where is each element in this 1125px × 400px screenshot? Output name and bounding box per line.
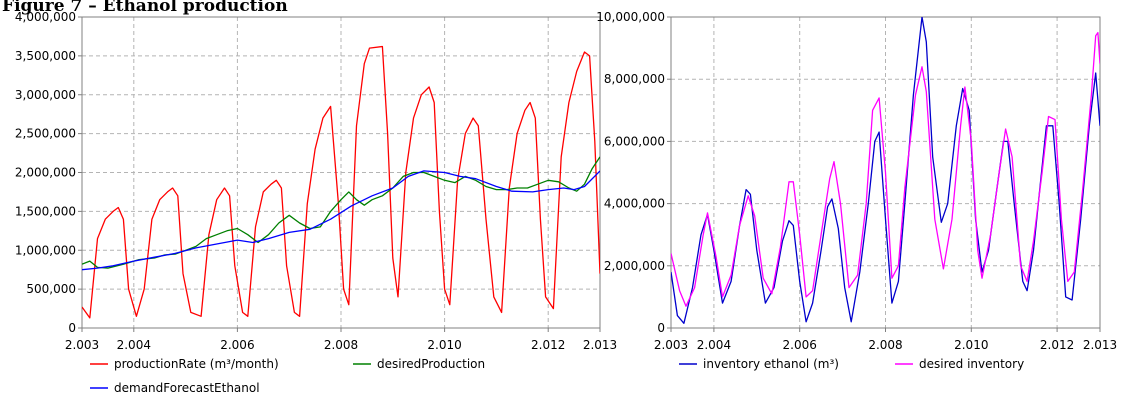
series-line-0 (82, 45, 600, 319)
series-line-2 (82, 170, 600, 271)
legend-label: desiredProduction (377, 357, 485, 371)
y-tick-label: 0 (68, 321, 76, 335)
series-group (671, 17, 1100, 324)
y-tick-label: 4,000,000 (604, 197, 665, 211)
x-tick-label: 2.006 (220, 338, 254, 352)
legend-label: desired inventory (919, 357, 1024, 371)
series-line-1 (671, 31, 1100, 307)
y-tick-label: 500,000 (26, 282, 76, 296)
x-tick-label: 2.006 (783, 338, 817, 352)
y-tick-label: 2,500,000 (15, 127, 76, 141)
y-tick-label: 1,000,000 (15, 243, 76, 257)
y-tick-label: 0 (657, 321, 665, 335)
x-tick-label: 2.004 (117, 338, 151, 352)
legend: productionRate (m³/month) desiredProducti… (90, 357, 485, 395)
x-tick-label: 2.013 (1083, 338, 1117, 352)
y-tick-label: 8,000,000 (604, 72, 665, 86)
legend-label: productionRate (m³/month) (114, 357, 279, 371)
x-tick-label: 2.012 (531, 338, 565, 352)
y-tick-label: 6,000,000 (604, 134, 665, 148)
y-tick-label: 4,000,000 (15, 10, 76, 24)
series-line-0 (671, 17, 1100, 324)
y-tick-label: 2,000,000 (15, 166, 76, 180)
gridlines (82, 17, 600, 328)
y-tick-label: 3,000,000 (15, 88, 76, 102)
x-tick-label: 2.010 (427, 338, 461, 352)
series-group (82, 45, 600, 319)
y-tick-label: 3,500,000 (15, 49, 76, 63)
inventory-chart: 0 2,000,000 4,000,000 6,000,000 8,000,000 10,… (596, 10, 1117, 371)
x-tick-label: 2.010 (954, 338, 988, 352)
x-tick-label: 2.012 (1040, 338, 1074, 352)
y-tick-label: 1,500,000 (15, 204, 76, 218)
legend-label: inventory ethanol (m³) (703, 357, 839, 371)
x-tick-label: 2.003 (65, 338, 99, 352)
x-tick-label: 2.008 (868, 338, 902, 352)
legend-label: demandForecastEthanol (114, 381, 260, 395)
x-tick-label: 2.004 (697, 338, 731, 352)
x-tick-label: 2.003 (654, 338, 688, 352)
legend: inventory ethanol (m³) desired inventory (679, 357, 1024, 371)
y-tick-label: 10,000,000 (596, 10, 665, 24)
figure-heading: Figure 7 – Ethanol production (2, 0, 288, 16)
x-tick-label: 2.013 (583, 338, 617, 352)
production-chart: 0 500,000 1,000,000 1,500,000 2,000,000 2,500… (15, 10, 617, 395)
x-tick-label: 2.008 (324, 338, 358, 352)
y-tick-label: 2,000,000 (604, 259, 665, 273)
